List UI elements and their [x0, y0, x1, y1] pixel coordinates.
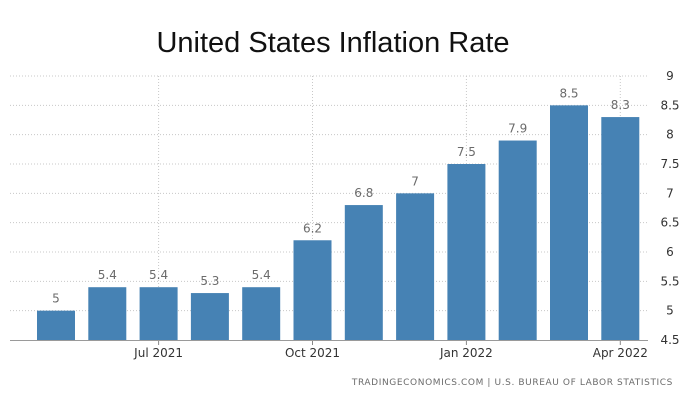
bar: [190, 293, 229, 340]
x-tick-label: Jul 2021: [133, 346, 183, 360]
data-label: 8.3: [611, 98, 630, 112]
x-tick-label: Apr 2022: [593, 346, 648, 360]
source-attribution: TRADINGECONOMICS.COM | U.S. BUREAU OF LA…: [351, 378, 673, 388]
bars: [37, 105, 640, 340]
y-tick-label: 5.5: [660, 274, 679, 288]
y-tick-label: 6: [666, 245, 674, 259]
chart-title: United States Inflation Rate: [156, 27, 509, 59]
bar: [242, 287, 281, 340]
x-tick-label: Jan 2022: [439, 346, 493, 360]
data-label: 5.4: [252, 268, 271, 282]
data-label: 5: [52, 292, 60, 306]
data-label: 7.5: [457, 145, 476, 159]
data-label: 7.9: [508, 122, 527, 136]
y-tick-label: 8.5: [660, 98, 679, 112]
bar: [601, 117, 640, 340]
x-tick-label: Oct 2021: [285, 346, 340, 360]
bar: [139, 287, 178, 340]
data-label: 8.5: [559, 86, 578, 100]
y-tick-label: 5: [666, 304, 674, 318]
y-tick-label: 7: [666, 186, 674, 200]
bar: [550, 105, 588, 340]
y-tick-label: 4.5: [660, 333, 679, 347]
y-tick-label: 7.5: [660, 157, 679, 171]
bar: [447, 164, 486, 340]
bar: [396, 193, 435, 340]
bar: [88, 287, 127, 340]
data-label: 6.8: [354, 186, 373, 200]
bar: [344, 205, 383, 340]
data-label: 6.2: [303, 221, 322, 235]
bar: [498, 140, 537, 340]
data-label: 7: [411, 174, 419, 188]
data-label: 5.4: [149, 268, 168, 282]
data-label: 5.4: [98, 268, 117, 282]
axes: 4.5 5 5.5 6 6.5 7 7.5 8 8.5 9 Jul 2021 Oct 2021 Jan …: [10, 69, 680, 360]
y-tick-label: 9: [666, 69, 674, 83]
y-tick-label: 6.5: [660, 216, 679, 230]
y-tick-label: 8: [666, 128, 674, 142]
data-label: 5.3: [200, 274, 219, 288]
bar: [293, 240, 332, 340]
bar: [37, 310, 75, 340]
data-labels: 5 5.4 5.4 5.3 5.4 6.2 6.8 7 7.5 7.9 8.5 8.3: [52, 86, 630, 305]
